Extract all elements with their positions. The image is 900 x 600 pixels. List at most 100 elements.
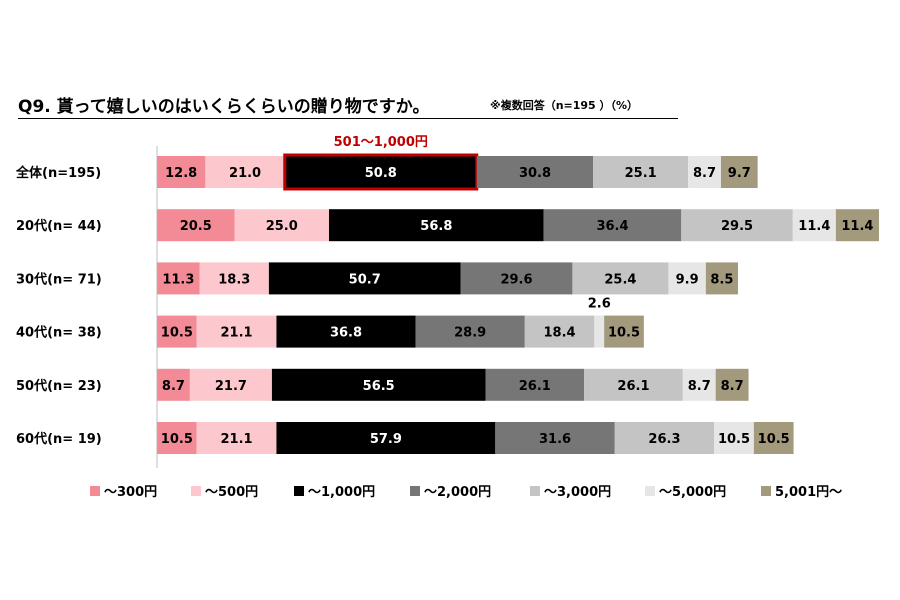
legend-label: ～5,000円 bbox=[659, 485, 726, 500]
bar-segment bbox=[682, 368, 716, 401]
legend-swatch bbox=[294, 486, 304, 496]
legend-swatch bbox=[761, 486, 771, 496]
data-label: 9.7 bbox=[728, 166, 751, 181]
legend-label: ～500円 bbox=[205, 485, 258, 500]
bar-segment bbox=[714, 422, 754, 454]
bar-segment bbox=[681, 209, 793, 242]
bar-segment bbox=[476, 156, 594, 188]
bar-segment bbox=[271, 368, 486, 401]
data-label: 36.8 bbox=[330, 326, 362, 341]
legend-swatch bbox=[645, 486, 655, 496]
legend-label: ～2,000円 bbox=[424, 485, 491, 500]
data-label: 12.8 bbox=[165, 166, 197, 181]
data-label: 50.7 bbox=[349, 272, 381, 287]
bar-segment bbox=[584, 368, 683, 401]
bar-segment bbox=[604, 315, 644, 348]
data-label: 25.4 bbox=[604, 272, 636, 287]
bar-segment bbox=[720, 156, 758, 188]
bar-segment bbox=[205, 156, 285, 188]
data-label: 10.5 bbox=[718, 432, 750, 447]
data-label: 11.4 bbox=[798, 219, 830, 234]
data-label: 26.3 bbox=[648, 432, 680, 447]
legend-label: ～1,000円 bbox=[308, 485, 375, 500]
data-label: 8.7 bbox=[721, 379, 744, 394]
data-label: 30.8 bbox=[519, 166, 551, 181]
bar-segment bbox=[234, 209, 329, 242]
data-label: 21.1 bbox=[221, 326, 253, 341]
bar-segment bbox=[572, 262, 669, 295]
bar-segment bbox=[495, 422, 615, 454]
bar-segment bbox=[524, 315, 595, 348]
data-label: 21.7 bbox=[215, 379, 247, 394]
data-label: 26.1 bbox=[519, 379, 551, 394]
legend-swatch bbox=[410, 486, 420, 496]
data-label: 56.5 bbox=[363, 379, 395, 394]
data-label: 10.5 bbox=[161, 326, 193, 341]
bar-segment bbox=[196, 422, 277, 454]
data-label: 11.4 bbox=[841, 219, 873, 234]
data-label: 50.8 bbox=[365, 166, 397, 181]
data-label: 11.3 bbox=[162, 272, 194, 287]
bar-segment bbox=[157, 209, 235, 242]
bar-segment bbox=[835, 209, 879, 242]
data-label: 29.5 bbox=[721, 219, 753, 234]
bar-segment bbox=[189, 368, 272, 401]
data-label: 28.9 bbox=[454, 326, 486, 341]
data-label: 31.6 bbox=[539, 432, 571, 447]
data-label: 57.9 bbox=[370, 432, 402, 447]
data-label: 8.7 bbox=[693, 166, 716, 181]
data-label: 18.3 bbox=[218, 272, 250, 287]
data-label: 36.4 bbox=[596, 219, 628, 234]
data-label: 2.6 bbox=[588, 297, 611, 312]
bar-segment bbox=[276, 422, 496, 454]
bar-segment bbox=[460, 262, 573, 295]
bar-segment bbox=[614, 422, 715, 454]
legend-swatch bbox=[90, 486, 100, 496]
data-label: 21.1 bbox=[221, 432, 253, 447]
category-label: 20代(n= 44) bbox=[16, 218, 102, 234]
data-label: 18.4 bbox=[544, 326, 576, 341]
bar-segment bbox=[284, 156, 477, 188]
bar-segment bbox=[157, 368, 190, 401]
legend-swatch bbox=[530, 486, 540, 496]
data-label: 25.0 bbox=[266, 219, 298, 234]
category-label: 50代(n= 23) bbox=[16, 378, 102, 394]
category-label: 40代(n= 38) bbox=[16, 325, 102, 341]
bar-segment bbox=[268, 262, 461, 295]
highlight-label: 501～1,000円 bbox=[334, 135, 428, 150]
data-label: 10.5 bbox=[758, 432, 790, 447]
data-label: 29.6 bbox=[500, 272, 532, 287]
bar-segment bbox=[753, 422, 794, 454]
bar-segment bbox=[157, 262, 200, 295]
bar-segment bbox=[199, 262, 269, 295]
bar-segment bbox=[196, 315, 277, 348]
category-label: 60代(n= 19) bbox=[16, 431, 102, 447]
legend-label: ～3,000円 bbox=[544, 485, 611, 500]
data-label: 8.7 bbox=[688, 379, 711, 394]
title-area: Q9. 貰って嬉しいのはいくらくらいの贈り物ですか。 ※複数回答（n=195 ）… bbox=[18, 92, 678, 119]
chart-title: Q9. 貰って嬉しいのはいくらくらいの贈り物ですか。 bbox=[18, 97, 430, 117]
data-label: 25.1 bbox=[625, 166, 657, 181]
bar-segment bbox=[705, 262, 738, 295]
bar-segment bbox=[792, 209, 836, 242]
data-label: 8.5 bbox=[710, 272, 733, 287]
bar-segment bbox=[157, 422, 197, 454]
bar-segment bbox=[485, 368, 585, 401]
legend-label: 5,001円～ bbox=[775, 485, 842, 500]
bar-segment bbox=[688, 156, 721, 188]
data-label: 10.5 bbox=[608, 326, 640, 341]
bar-segment bbox=[593, 156, 689, 188]
legend-label: ～300円 bbox=[104, 485, 157, 500]
bar-segment bbox=[415, 315, 525, 348]
bar-segment bbox=[715, 368, 749, 401]
bar-segment bbox=[276, 315, 416, 348]
bar-segment bbox=[668, 262, 706, 295]
bar-segment bbox=[328, 209, 544, 242]
data-label: 10.5 bbox=[161, 432, 193, 447]
category-label: 30代(n= 71) bbox=[16, 271, 102, 287]
data-label: 8.7 bbox=[162, 379, 185, 394]
data-label: 20.5 bbox=[180, 219, 212, 234]
bar-segment bbox=[594, 315, 605, 348]
bar-segment bbox=[157, 315, 197, 348]
